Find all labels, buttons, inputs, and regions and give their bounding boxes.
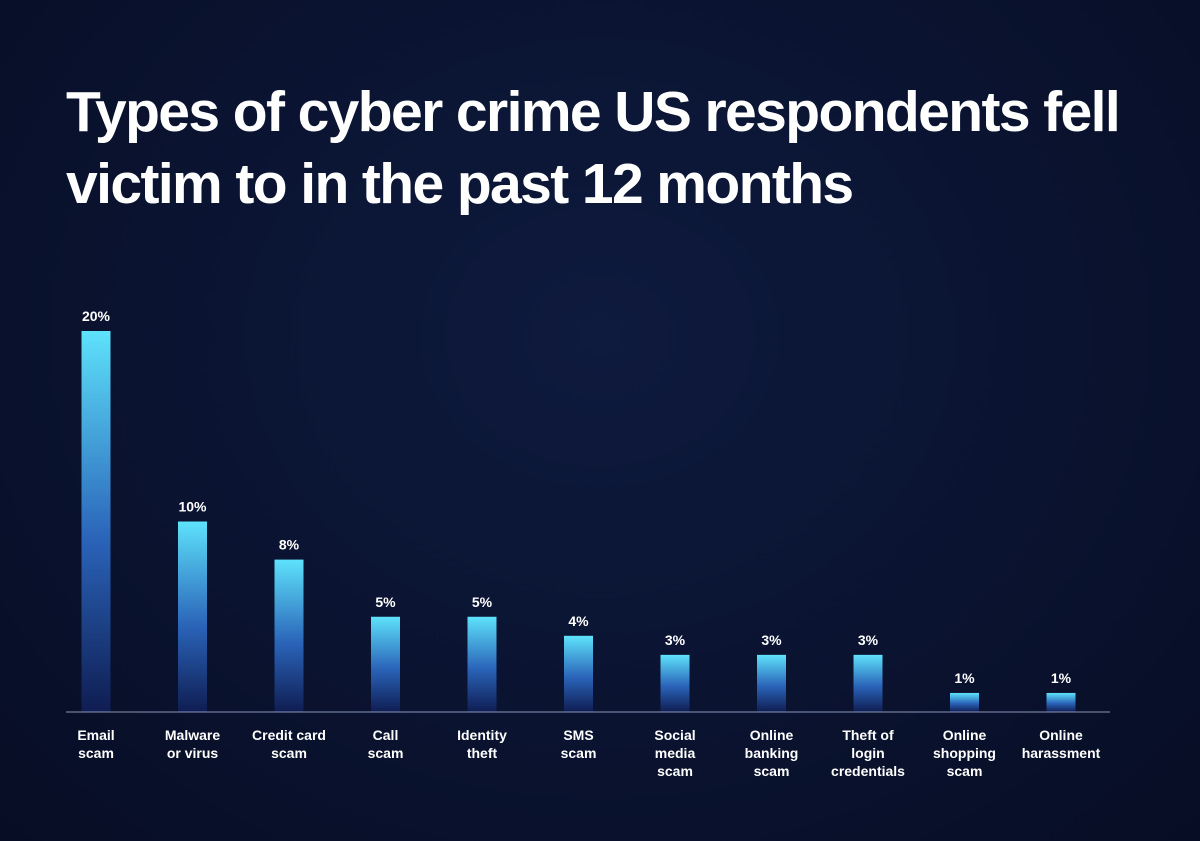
category-label-line: Email (77, 727, 114, 743)
category-label-line: Online (943, 727, 987, 743)
bar-7 (757, 654, 786, 712)
category-label-10: Online harassment (1022, 727, 1101, 761)
category-label-1: Malware or virus (165, 727, 220, 761)
category-label-9: Online shopping scam (933, 727, 996, 779)
category-label-line: or virus (167, 745, 219, 761)
category-label-line: credentials (831, 763, 905, 779)
category-label-line: Online (1039, 727, 1083, 743)
category-label-line: scam (947, 763, 983, 779)
category-label-line: scam (561, 745, 597, 761)
bar-value-label-10: 1% (1051, 670, 1072, 686)
bar-6 (660, 654, 690, 712)
category-label-0: Email scam (77, 727, 114, 761)
bar-8 (853, 654, 883, 712)
bar-0 (81, 331, 111, 712)
bar-value-label-6: 3% (665, 632, 686, 648)
category-label-4: Identity theft (457, 727, 507, 761)
bar-value-label-4: 5% (472, 594, 493, 610)
category-label-line: theft (467, 745, 498, 761)
bar-value-label-9: 1% (954, 670, 975, 686)
category-label-line: Online (750, 727, 794, 743)
category-label-line: shopping (933, 745, 996, 761)
bar-10 (1046, 692, 1076, 712)
category-label-line: Social (654, 727, 695, 743)
bars-layer (81, 331, 1076, 712)
bar-value-label-3: 5% (375, 594, 396, 610)
category-label-line: Call (373, 727, 399, 743)
category-label-8: Theft of login credentials (831, 727, 905, 779)
category-label-line: Identity (457, 727, 507, 743)
category-label-line: Malware (165, 727, 220, 743)
bar-value-label-0: 20% (82, 308, 111, 324)
bar-3 (371, 616, 400, 712)
category-label-line: login (851, 745, 884, 761)
category-label-line: Theft of (842, 727, 894, 743)
category-label-5: SMS scam (561, 727, 597, 761)
category-label-line: scam (754, 763, 790, 779)
category-label-line: harassment (1022, 745, 1101, 761)
category-label-line: Credit card (252, 727, 326, 743)
category-label-line: scam (78, 745, 114, 761)
category-label-line: scam (368, 745, 404, 761)
category-label-line: banking (745, 745, 799, 761)
bar-1 (178, 521, 207, 712)
bar-value-label-8: 3% (858, 632, 879, 648)
chart-title: Types of cyber crime US respondents fell… (66, 80, 1121, 216)
bar-5 (564, 635, 593, 712)
category-label-line: scam (657, 763, 693, 779)
bar-4 (467, 616, 497, 712)
category-label-6: Social media scam (654, 727, 695, 779)
bar-value-label-2: 8% (279, 537, 300, 553)
category-label-3: Call scam (368, 727, 404, 761)
category-label-7: Online banking scam (745, 727, 799, 779)
bar-9 (950, 692, 979, 712)
labels-layer: 20% Email scam 10% Malware or virus 8% Credit c… (77, 308, 1100, 779)
bar-value-label-5: 4% (568, 613, 589, 629)
bar-value-label-1: 10% (178, 499, 207, 515)
category-label-2: Credit card scam (252, 727, 326, 761)
bar-value-label-7: 3% (761, 632, 782, 648)
bar-2 (274, 559, 304, 712)
category-label-line: media (655, 745, 696, 761)
category-label-line: SMS (563, 727, 593, 743)
category-label-line: scam (271, 745, 307, 761)
